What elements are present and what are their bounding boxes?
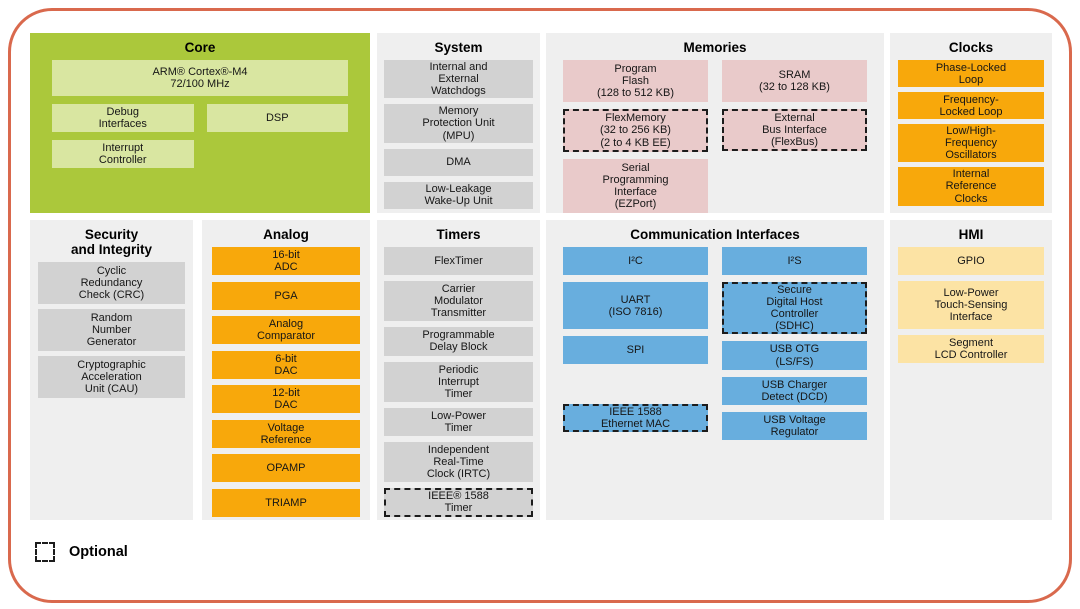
block-sram: SRAM (32 to 128 KB) [722, 60, 867, 103]
block-dma: DMA [384, 148, 533, 176]
legend-optional: Optional [35, 542, 128, 562]
block-carrier-modulator-transmitter: Carrier Modulator Transmitter [384, 281, 533, 322]
panel-timers: Timers FlexTimer Carrier Modulator Trans… [377, 220, 540, 520]
panel-memories-title: Memories [683, 40, 747, 55]
panel-security-and-integrity: Security and Integrity Cyclic Redundancy… [30, 220, 193, 520]
block-12bit-dac: 12-bit DAC [212, 385, 360, 414]
block-usb-voltage-regulator: USB Voltage Regulator [722, 411, 867, 441]
block-interrupt-controller: Interrupt Controller [52, 140, 194, 169]
block-arm-cortex-m4: ARM® Cortex®-M4 72/100 MHz [52, 60, 348, 97]
panel-system-title: System [434, 40, 483, 55]
panel-clocks-title: Clocks [948, 40, 994, 55]
block-irtc: Independent Real-Time Clock (IRTC) [384, 442, 533, 483]
block-pga: PGA [212, 281, 360, 310]
block-touch-sensing-interface: Low-Power Touch-Sensing Interface [898, 281, 1044, 330]
block-gpio: GPIO [898, 247, 1044, 276]
block-ezport: Serial Programming Interface (EZPort) [563, 158, 708, 214]
panel-comm-title: Communication Interfaces [630, 227, 800, 242]
panel-core: Core ARM® Cortex®-M4 72/100 MHz Debug In… [30, 33, 370, 213]
panel-hmi-title: HMI [958, 227, 984, 242]
block-dsp: DSP [206, 104, 348, 133]
panel-communication-interfaces: Communication Interfaces I²C UART (ISO 7… [546, 220, 884, 520]
panel-analog: Analog 16-bit ADC PGA Analog Comparator … [202, 220, 370, 520]
block-pll: Phase-Locked Loop [898, 60, 1044, 88]
panel-system: System Internal and External Watchdogs M… [377, 33, 540, 213]
optional-label: Optional [69, 544, 128, 560]
block-debug-interfaces: Debug Interfaces [52, 104, 194, 133]
block-internal-reference-clocks: Internal Reference Clocks [898, 167, 1044, 206]
block-oscillators: Low/High- Frequency Oscillators [898, 124, 1044, 163]
block-voltage-reference: Voltage Reference [212, 419, 360, 448]
block-external-bus-interface: External Bus Interface (FlexBus) [722, 109, 867, 152]
block-periodic-interrupt-timer: Periodic Interrupt Timer [384, 361, 533, 402]
block-opamp: OPAMP [212, 454, 360, 483]
block-cau: Cryptographic Acceleration Unit (CAU) [38, 356, 185, 399]
panel-timers-title: Timers [436, 227, 481, 242]
block-usb-charger-detect: USB Charger Detect (DCD) [722, 376, 867, 405]
block-sdhc: Secure Digital Host Controller (SDHC) [722, 282, 867, 335]
panel-memories: Memories Program Flash (128 to 512 KB) F… [546, 33, 884, 214]
optional-dashed-swatch [35, 542, 55, 562]
block-uart: UART (ISO 7816) [563, 282, 708, 330]
block-ieee-1588-ethernet-mac: IEEE 1588 Ethernet MAC [563, 404, 708, 433]
block-triamp: TRIAMP [212, 488, 360, 517]
panel-hmi: HMI GPIO Low-Power Touch-Sensing Interfa… [890, 220, 1052, 520]
block-analog-comparator: Analog Comparator [212, 316, 360, 345]
panel-security-title: Security and Integrity [70, 227, 152, 258]
block-segment-lcd-controller: Segment LCD Controller [898, 335, 1044, 364]
block-llwu: Low-Leakage Wake-Up Unit [384, 181, 533, 209]
block-spi: SPI [563, 336, 708, 365]
block-usb-otg: USB OTG (LS/FS) [722, 341, 867, 370]
block-programmable-delay-block: Programmable Delay Block [384, 327, 533, 356]
block-i2c: I²C [563, 247, 708, 276]
block-ieee-1588-timer: IEEE® 1588 Timer [384, 488, 533, 517]
block-mpu: Memory Protection Unit (MPU) [384, 104, 533, 143]
block-16bit-adc: 16-bit ADC [212, 247, 360, 276]
block-watchdogs: Internal and External Watchdogs [384, 60, 533, 99]
block-program-flash: Program Flash (128 to 512 KB) [563, 60, 708, 103]
block-6bit-dac: 6-bit DAC [212, 350, 360, 379]
block-crc: Cyclic Redundancy Check (CRC) [38, 262, 185, 305]
block-random-number-generator: Random Number Generator [38, 309, 185, 352]
block-flextimer: FlexTimer [384, 247, 533, 276]
panel-clocks: Clocks Phase-Locked Loop Frequency- Lock… [890, 33, 1052, 213]
block-flexmemory: FlexMemory (32 to 256 KB) (2 to 4 KB EE) [563, 109, 708, 152]
diagram-outer-frame [8, 8, 1072, 603]
block-low-power-timer: Low-Power Timer [384, 407, 533, 437]
block-fll: Frequency- Locked Loop [898, 92, 1044, 120]
panel-core-title: Core [184, 40, 216, 55]
block-i2s: I²S [722, 247, 867, 276]
panel-analog-title: Analog [263, 227, 309, 242]
